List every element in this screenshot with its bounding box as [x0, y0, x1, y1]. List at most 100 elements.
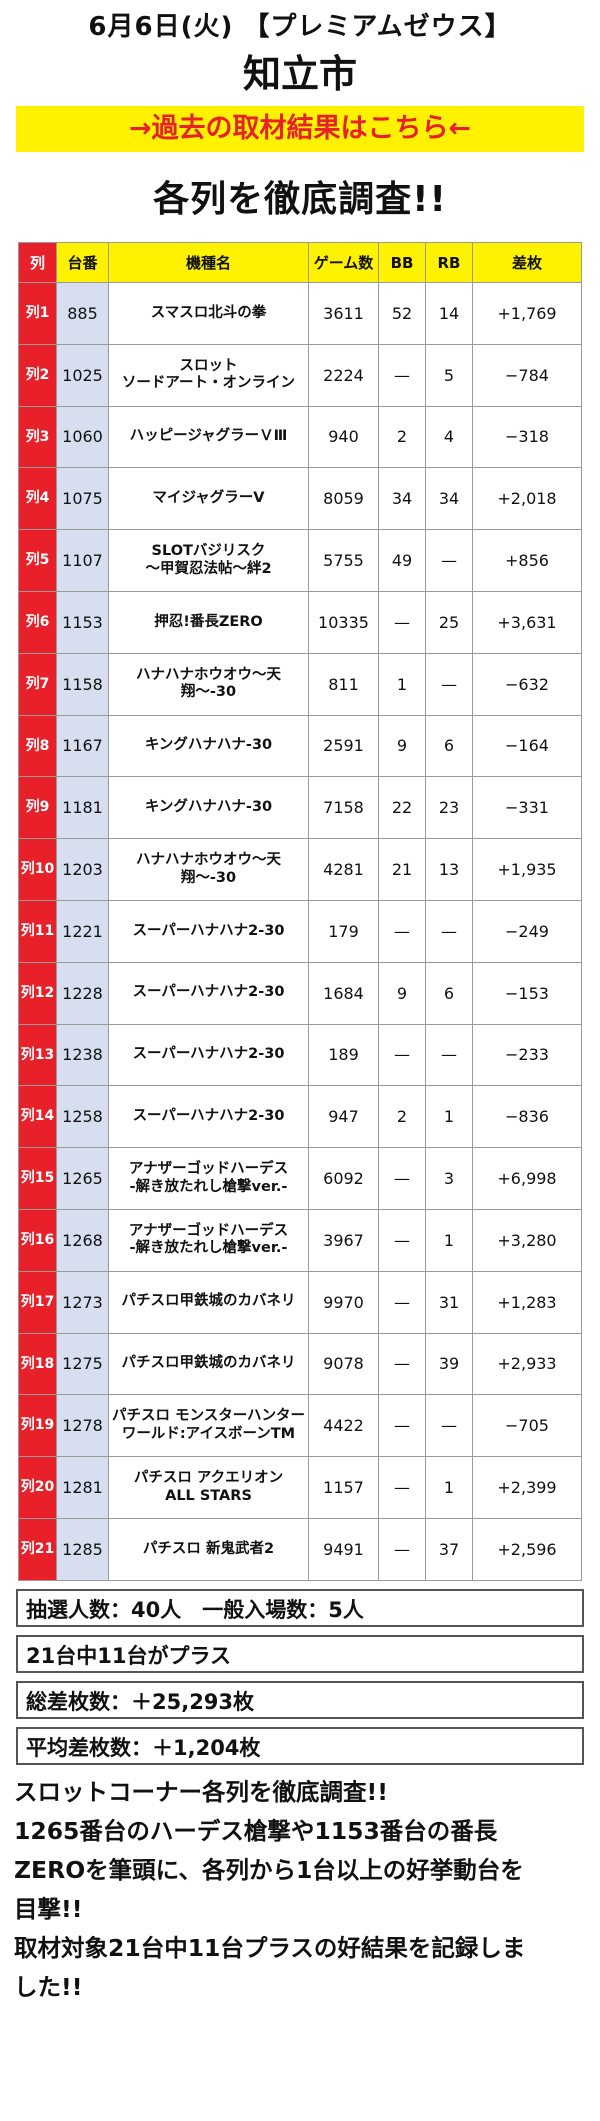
machine-name: 押忍!番長ZERO [108, 590, 309, 654]
machine-name: パチスロ アクエリオン ALL STARS [108, 1456, 309, 1519]
diff-coins: −331 [472, 776, 582, 840]
bb-count: 52 [378, 282, 426, 345]
row-label: 列2 [18, 343, 57, 407]
date-store-title: 6月6日(火) 【プレミアムゼウス】 [88, 12, 512, 42]
page-header: 6月6日(火) 【プレミアムゼウス】 知立市 [0, 0, 600, 106]
row-label: 列15 [18, 1147, 57, 1210]
unit-number: 1075 [56, 467, 109, 531]
unit-number: 1275 [56, 1332, 109, 1396]
machine-name: ハッピージャグラーＶⅢ [108, 405, 309, 469]
row-label: 列20 [18, 1456, 57, 1519]
row-label: 列11 [18, 899, 57, 963]
machine-name: パチスロ甲鉄城のカバネリ [108, 1332, 309, 1396]
machine-name: ハナハナホウオウ〜天翔〜-30 [108, 652, 309, 716]
unit-number: 1238 [56, 1023, 109, 1087]
table-row: 列5 1107 SLOTバジリスク 〜甲賀忍法帖〜絆2 5755 49— +856 [18, 529, 582, 592]
unit-number: 1281 [56, 1456, 109, 1519]
comment-line: 取材対象21台中11台プラスの好結果を記録しま [14, 1933, 526, 1962]
unit-number: 1025 [56, 343, 109, 407]
header-games: ゲーム数 [308, 242, 379, 283]
diff-coins: +856 [472, 529, 582, 592]
diff-coins: −836 [472, 1085, 582, 1149]
bb-count: — [378, 1394, 426, 1458]
machine-name: SLOTバジリスク 〜甲賀忍法帖〜絆2 [108, 529, 309, 592]
machine-name: スロット ソードアート・オンライン [108, 343, 309, 407]
game-count: 4281 [308, 838, 379, 901]
rb-count: 5 [425, 343, 473, 407]
summary-total-diff: 総差枚数：＋25,293枚 [16, 1680, 584, 1719]
bb-count: 9 [378, 961, 426, 1025]
rb-count: 6 [425, 714, 473, 778]
machine-name: キングハナハナ-30 [108, 776, 309, 840]
table-row: 列12 1228 スーパーハナハナ2-30 1684 9 6 −153 [18, 961, 582, 1025]
past-results-link[interactable]: →過去の取材結果はこちら← [16, 106, 584, 152]
diff-coins: −705 [472, 1394, 582, 1458]
header-row: 列 [18, 242, 57, 283]
rb-count: 1 [425, 1208, 473, 1272]
row-label: 列7 [18, 652, 57, 716]
comment-section: スロットコーナー各列を徹底調査!! 1265番台のハーデス槍撃や1153番台の番… [14, 1773, 584, 2007]
unit-number: 1273 [56, 1270, 109, 1334]
diff-coins: −632 [472, 652, 582, 716]
table-row: 列21 1285 パチスロ 新鬼武者2 9491—37 +2,596 [18, 1517, 582, 1581]
header-rb: RB [425, 242, 473, 283]
diff-coins: −164 [472, 714, 582, 778]
table-row: 列3 1060 ハッピージャグラーＶⅢ 940 2 4 −318 [18, 405, 582, 469]
row-label: 列6 [18, 590, 57, 654]
table-row: 列9 1181 キングハナハナ-30 7158 22 23 −331 [18, 776, 582, 840]
game-count: 9970 [308, 1270, 379, 1334]
table-row: 列6 1153 押忍!番長ZERO 10335—25 +3,631 [18, 590, 582, 654]
row-label: 列18 [18, 1332, 57, 1396]
bb-count: 49 [378, 529, 426, 592]
game-count: 9078 [308, 1332, 379, 1396]
rb-count: 39 [425, 1332, 473, 1396]
table-header-row: 列 台番 機種名 ゲーム数 BB RB 差枚 [18, 242, 582, 283]
game-count: 3611 [308, 282, 379, 345]
table-row: 列15 1265 アナザーゴッドハーデス -解き放たれし槍撃ver.- 6092—3 +… [18, 1147, 582, 1210]
bb-count: — [378, 343, 426, 407]
machine-name: パチスロ 新鬼武者2 [108, 1517, 309, 1581]
table-row: 列20 1281 パチスロ アクエリオン ALL STARS 1157—1 +2,399 [18, 1456, 582, 1519]
rb-count: — [425, 1023, 473, 1087]
table-row: 列2 1025 スロット ソードアート・オンライン 2224—5 −784 [18, 343, 582, 407]
section-title: 各列を徹底調査!! [153, 179, 447, 220]
diff-coins: +6,998 [472, 1147, 582, 1210]
rb-count: — [425, 652, 473, 716]
city-title: 知立市 [242, 52, 357, 96]
machine-name: スーパーハナハナ2-30 [108, 1085, 309, 1149]
bb-count: — [378, 1208, 426, 1272]
unit-number: 1268 [56, 1208, 109, 1272]
rb-count: 25 [425, 590, 473, 654]
row-label: 列17 [18, 1270, 57, 1334]
game-count: 940 [308, 405, 379, 469]
diff-coins: −318 [472, 405, 582, 469]
row-label: 列1 [18, 282, 57, 345]
unit-number: 1158 [56, 652, 109, 716]
game-count: 7158 [308, 776, 379, 840]
game-count: 4422 [308, 1394, 379, 1458]
diff-coins: +2,018 [472, 467, 582, 531]
rb-count: — [425, 1394, 473, 1458]
diff-coins: −153 [472, 961, 582, 1025]
rb-count: — [425, 899, 473, 963]
bb-count: 2 [378, 1085, 426, 1149]
row-label: 列4 [18, 467, 57, 531]
game-count: 9491 [308, 1517, 379, 1581]
unit-number: 1265 [56, 1147, 109, 1210]
row-label: 列21 [18, 1517, 57, 1581]
header-bb: BB [378, 242, 426, 283]
game-count: 947 [308, 1085, 379, 1149]
bb-count: 2 [378, 405, 426, 469]
comment-line: 1265番台のハーデス槍撃や1153番台の番長 [14, 1816, 498, 1845]
row-label: 列19 [18, 1394, 57, 1458]
game-count: 3967 [308, 1208, 379, 1272]
row-label: 列12 [18, 961, 57, 1025]
rb-count: 1 [425, 1456, 473, 1519]
diff-coins: +2,933 [472, 1332, 582, 1396]
bb-count: 21 [378, 838, 426, 901]
bb-count: 1 [378, 652, 426, 716]
comment-line: ZEROを筆頭に、各列から1台以上の好挙動台を [14, 1855, 524, 1884]
bb-count: — [378, 1456, 426, 1519]
game-count: 1684 [308, 961, 379, 1025]
game-count: 179 [308, 899, 379, 963]
